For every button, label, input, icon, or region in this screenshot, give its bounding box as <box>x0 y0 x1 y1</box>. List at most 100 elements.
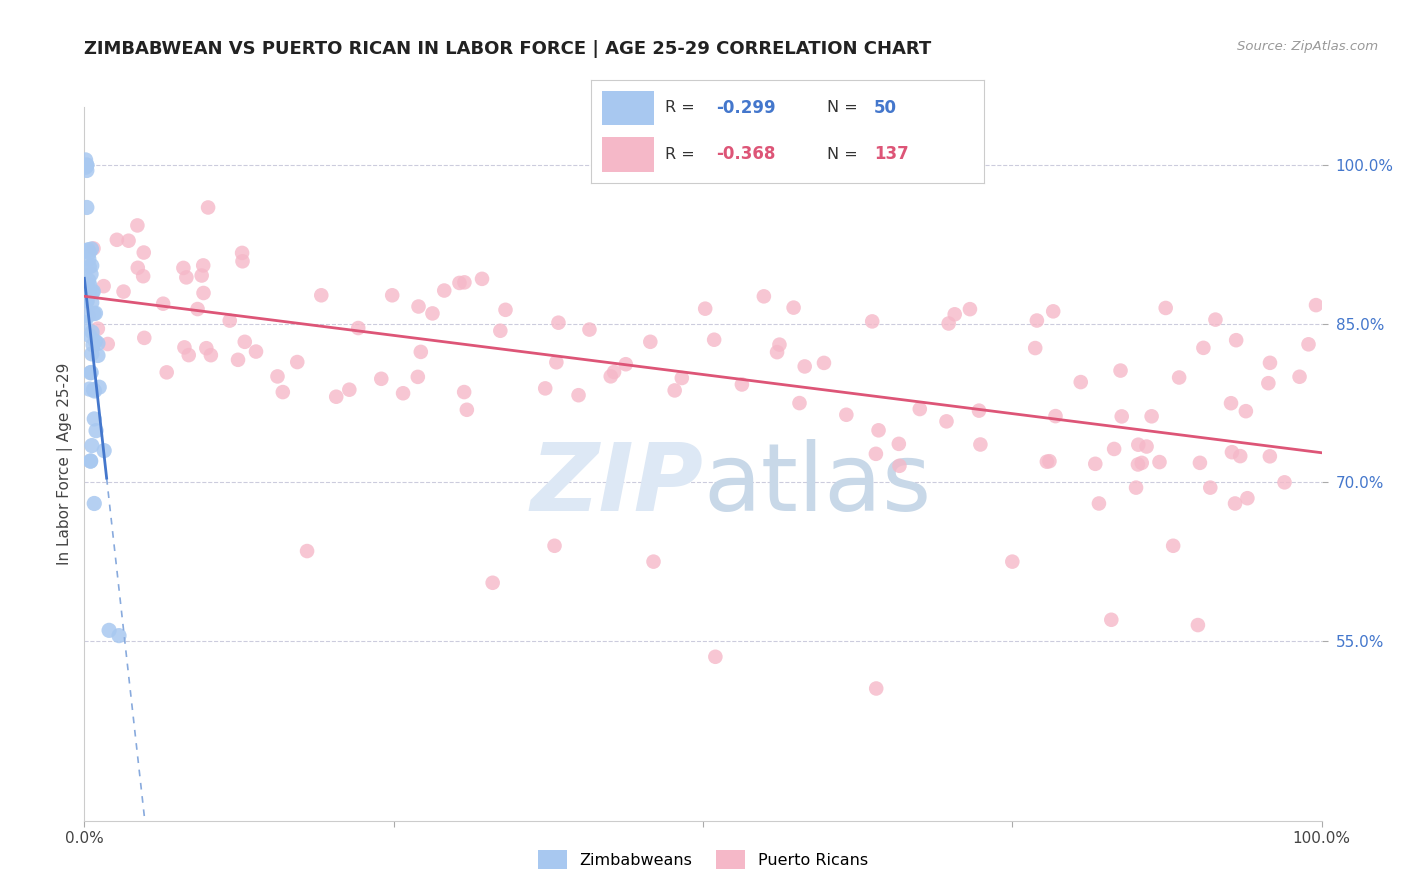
Point <box>813 356 835 370</box>
Point <box>453 276 475 290</box>
Point <box>1258 450 1281 464</box>
Point <box>127 219 149 233</box>
Point <box>108 629 131 643</box>
Point <box>782 301 804 315</box>
Point <box>887 437 910 451</box>
Point <box>80 295 103 310</box>
Point <box>325 390 347 404</box>
Point <box>471 272 494 286</box>
Point <box>1102 442 1125 456</box>
Point <box>959 302 981 317</box>
Point <box>546 355 568 369</box>
Point <box>1257 376 1279 391</box>
Point <box>543 539 565 553</box>
Point <box>1135 440 1157 454</box>
Point <box>84 334 107 349</box>
Point <box>1038 454 1060 468</box>
Point <box>643 555 665 569</box>
Point <box>489 324 512 338</box>
Point <box>1188 456 1211 470</box>
Point <box>83 307 105 321</box>
Point <box>76 294 98 309</box>
Point <box>938 317 960 331</box>
Point <box>370 372 392 386</box>
Point <box>731 377 754 392</box>
Point <box>105 233 128 247</box>
Point <box>422 306 444 320</box>
Point <box>1045 409 1067 423</box>
Point <box>112 285 135 299</box>
Point <box>76 280 98 294</box>
Point <box>671 371 693 385</box>
Point <box>406 369 429 384</box>
Point <box>84 306 107 320</box>
Point <box>76 201 98 215</box>
Point <box>132 269 155 284</box>
Point <box>768 337 790 351</box>
Point <box>132 245 155 260</box>
Point <box>1220 445 1243 459</box>
Point <box>935 414 957 428</box>
Point <box>93 279 115 293</box>
Point <box>218 313 240 327</box>
Point <box>231 254 253 268</box>
Point <box>969 437 991 451</box>
Point <box>409 344 432 359</box>
Point <box>889 458 911 473</box>
Point <box>766 345 789 359</box>
Point <box>1199 481 1222 495</box>
Point <box>567 388 589 402</box>
Text: R =: R = <box>665 146 700 161</box>
Point <box>83 242 105 256</box>
Point <box>640 334 662 349</box>
Point <box>82 338 104 352</box>
Point <box>793 359 815 374</box>
Point <box>865 681 887 696</box>
Point <box>1024 341 1046 355</box>
Point <box>195 341 218 355</box>
Point <box>83 384 105 398</box>
Point <box>1126 458 1149 472</box>
Point <box>76 158 98 172</box>
Point <box>173 340 195 354</box>
Point <box>392 386 415 401</box>
Point <box>80 366 103 380</box>
Point <box>695 301 717 316</box>
Point <box>1323 454 1346 468</box>
Point <box>1223 496 1246 510</box>
Point <box>271 385 294 400</box>
Point <box>152 296 174 310</box>
Point <box>80 347 103 361</box>
Point <box>1204 312 1226 326</box>
Point <box>1192 341 1215 355</box>
Point <box>704 649 727 664</box>
Text: -0.368: -0.368 <box>717 145 776 163</box>
Point <box>76 293 98 308</box>
Bar <box>602 136 654 171</box>
Point <box>245 344 267 359</box>
Point <box>87 336 110 351</box>
Point <box>1225 333 1247 347</box>
Point <box>200 348 222 362</box>
Point <box>943 307 966 321</box>
Point <box>226 352 249 367</box>
Y-axis label: In Labor Force | Age 25-29: In Labor Force | Age 25-29 <box>58 363 73 565</box>
Point <box>1258 356 1281 370</box>
Point <box>1305 298 1327 312</box>
Point <box>193 259 215 273</box>
Point <box>1187 618 1209 632</box>
Point <box>408 300 430 314</box>
Point <box>156 365 179 379</box>
Point <box>495 302 517 317</box>
Point <box>433 284 456 298</box>
Point <box>1298 337 1320 351</box>
Point <box>127 260 149 275</box>
Point <box>578 322 600 336</box>
Point <box>197 201 219 215</box>
Point <box>703 333 725 347</box>
Point <box>1288 369 1310 384</box>
Point <box>97 337 120 351</box>
Point <box>1125 481 1147 495</box>
Point <box>176 270 198 285</box>
Text: N =: N = <box>827 146 863 161</box>
